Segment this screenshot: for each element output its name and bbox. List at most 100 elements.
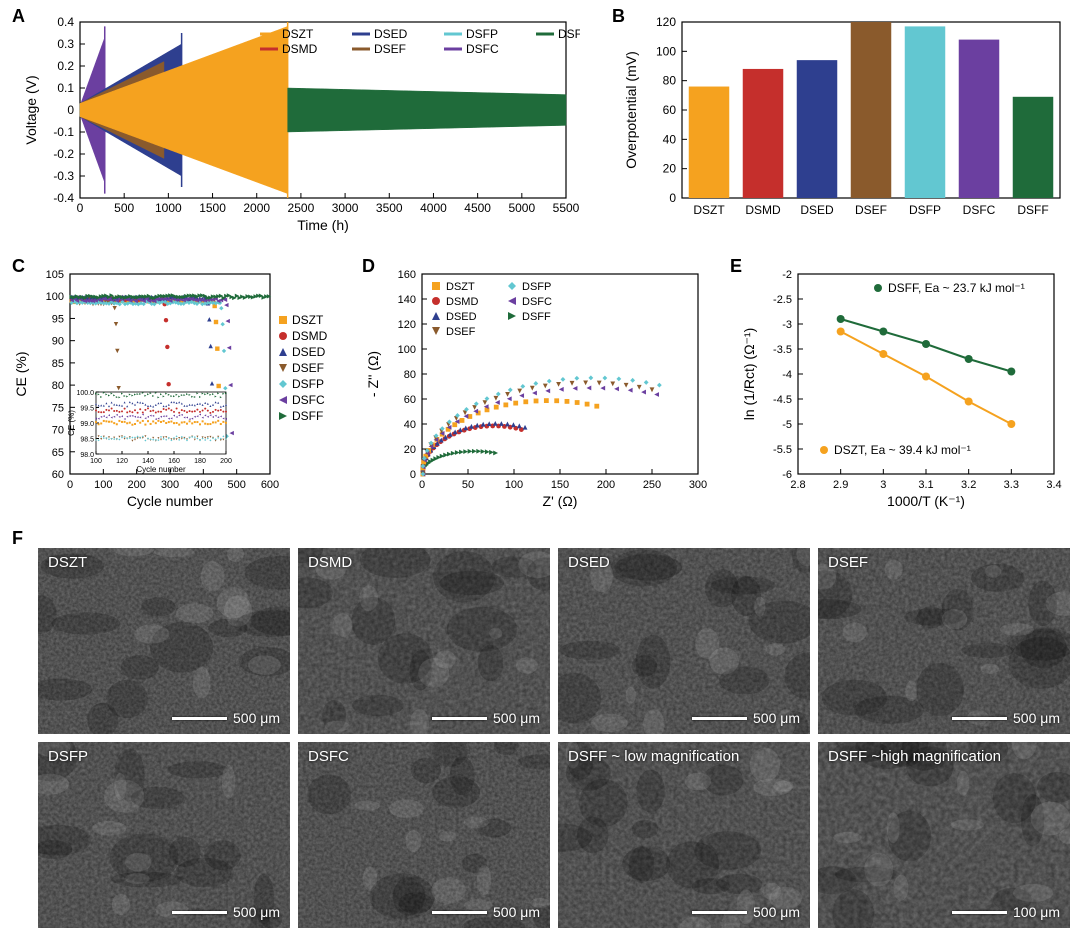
svg-text:3.2: 3.2: [961, 479, 976, 491]
sem-tile: DSZT500 μm: [38, 548, 290, 734]
svg-text:0.1: 0.1: [57, 81, 74, 95]
svg-text:DSFF: DSFF: [292, 409, 323, 423]
svg-text:DSFC: DSFC: [522, 296, 552, 308]
svg-text:2.9: 2.9: [833, 479, 848, 491]
sem-tile: DSED 500 μm: [558, 548, 810, 734]
svg-text:120: 120: [656, 15, 676, 29]
svg-text:Time (h): Time (h): [297, 217, 349, 233]
svg-text:140: 140: [398, 294, 416, 306]
sem-label: DSED: [568, 554, 610, 571]
svg-text:99.0: 99.0: [80, 421, 94, 428]
svg-text:DSFC: DSFC: [466, 42, 499, 56]
svg-text:-2: -2: [782, 269, 792, 281]
svg-text:DSZT: DSZT: [693, 203, 725, 217]
sem-tile: DSMD500 μm: [298, 548, 550, 734]
svg-text:100: 100: [90, 458, 102, 465]
svg-text:Cycle number: Cycle number: [127, 493, 214, 509]
svg-text:60: 60: [663, 103, 677, 117]
svg-text:DSFP: DSFP: [522, 281, 551, 293]
svg-text:50: 50: [462, 479, 474, 491]
svg-text:120: 120: [116, 458, 128, 465]
scalebar-line: [692, 911, 747, 914]
svg-text:160: 160: [168, 458, 180, 465]
sem-label: DSFP: [48, 748, 88, 765]
panel-e: E 2.82.933.13.23.33.4-6-5.5-5-4.5-4-3.5-…: [728, 256, 1070, 516]
svg-text:DSFP: DSFP: [909, 203, 941, 217]
svg-text:0.4: 0.4: [57, 15, 74, 29]
scalebar-text: 500 μm: [1013, 710, 1060, 726]
svg-text:DSFF, Ea ~ 23.7 kJ mol⁻¹: DSFF, Ea ~ 23.7 kJ mol⁻¹: [888, 281, 1025, 295]
svg-text:4000: 4000: [420, 201, 447, 215]
svg-text:99.5: 99.5: [80, 406, 94, 413]
scalebar-text: 500 μm: [233, 904, 280, 920]
svg-text:3500: 3500: [376, 201, 403, 215]
svg-text:DSEF: DSEF: [292, 361, 324, 375]
svg-text:0: 0: [67, 479, 73, 491]
svg-text:200: 200: [597, 479, 615, 491]
svg-text:100.0: 100.0: [76, 390, 94, 397]
svg-text:ln (1/Rct) (Ω⁻¹): ln (1/Rct) (Ω⁻¹): [741, 328, 757, 421]
svg-text:80: 80: [52, 380, 64, 392]
svg-text:DSFP: DSFP: [466, 27, 498, 41]
panel-c-label: C: [12, 256, 25, 277]
svg-text:-0.4: -0.4: [53, 191, 74, 205]
svg-text:DSMD: DSMD: [282, 42, 318, 56]
scalebar: 500 μm: [692, 710, 800, 726]
svg-text:20: 20: [404, 444, 416, 456]
sem-image-grid: DSZT500 μmDSMD500 μm DSED 500 μm DSEF 500 μm…: [38, 548, 1070, 928]
scalebar-text: 100 μm: [1013, 904, 1060, 920]
panel-e-svg: 2.82.933.13.23.33.4-6-5.5-5-4.5-4-3.5-3-…: [728, 256, 1070, 516]
svg-text:105: 105: [46, 269, 64, 281]
svg-text:DSED: DSED: [374, 27, 408, 41]
scalebar: 500 μm: [432, 710, 540, 726]
panel-f-label: F: [12, 528, 23, 549]
svg-text:DSZT: DSZT: [282, 27, 314, 41]
svg-text:200: 200: [220, 458, 232, 465]
svg-text:100: 100: [505, 479, 523, 491]
svg-text:80: 80: [404, 369, 416, 381]
sem-tile: DSEF 500 μm: [818, 548, 1070, 734]
svg-text:DSED: DSED: [292, 345, 326, 359]
svg-text:300: 300: [689, 479, 707, 491]
svg-text:-2.5: -2.5: [773, 294, 792, 306]
svg-text:Voltage (V): Voltage (V): [23, 75, 39, 144]
sem-label: DSEF: [828, 554, 868, 571]
svg-text:60: 60: [404, 394, 416, 406]
scalebar-text: 500 μm: [493, 904, 540, 920]
svg-text:100: 100: [46, 291, 64, 303]
svg-text:DSFF: DSFF: [1017, 203, 1048, 217]
sem-label: DSFF ~high magnification: [828, 748, 1001, 765]
svg-text:-4.5: -4.5: [773, 394, 792, 406]
panel-a-svg: 0500100015002000250030003500400045005000…: [10, 6, 580, 244]
sem-label: DSFF ~ low magnification: [568, 748, 739, 765]
scalebar: 500 μm: [692, 904, 800, 920]
scalebar: 500 μm: [172, 710, 280, 726]
panel-b-label: B: [612, 6, 625, 27]
sem-label: DSFC: [308, 748, 349, 765]
svg-text:200: 200: [127, 479, 145, 491]
svg-text:1000/T (K⁻¹): 1000/T (K⁻¹): [887, 493, 965, 509]
svg-text:150: 150: [551, 479, 569, 491]
svg-text:-6: -6: [782, 469, 792, 481]
sem-tile: DSFP 500 μm: [38, 742, 290, 928]
scalebar-line: [692, 717, 747, 720]
sem-tile: DSFC 500 μm: [298, 742, 550, 928]
svg-text:3.4: 3.4: [1046, 479, 1061, 491]
svg-text:90: 90: [52, 336, 64, 348]
svg-text:0: 0: [669, 191, 676, 205]
svg-text:40: 40: [663, 132, 677, 146]
svg-text:Z' (Ω): Z' (Ω): [543, 493, 578, 509]
scalebar-line: [432, 911, 487, 914]
panel-b: B 020406080100120Overpotential (mV)DSZTD…: [610, 6, 1070, 244]
svg-text:DSFP: DSFP: [292, 377, 324, 391]
panel-c-svg: 0100200300400500600606570758085909510010…: [10, 256, 346, 516]
svg-text:3.1: 3.1: [918, 479, 933, 491]
svg-text:100: 100: [656, 44, 676, 58]
svg-text:3.3: 3.3: [1004, 479, 1019, 491]
svg-text:120: 120: [398, 319, 416, 331]
svg-text:180: 180: [194, 458, 206, 465]
svg-text:-0.2: -0.2: [53, 147, 74, 161]
svg-text:DSMD: DSMD: [446, 296, 478, 308]
panel-d-label: D: [362, 256, 375, 277]
svg-text:0.3: 0.3: [57, 37, 74, 51]
